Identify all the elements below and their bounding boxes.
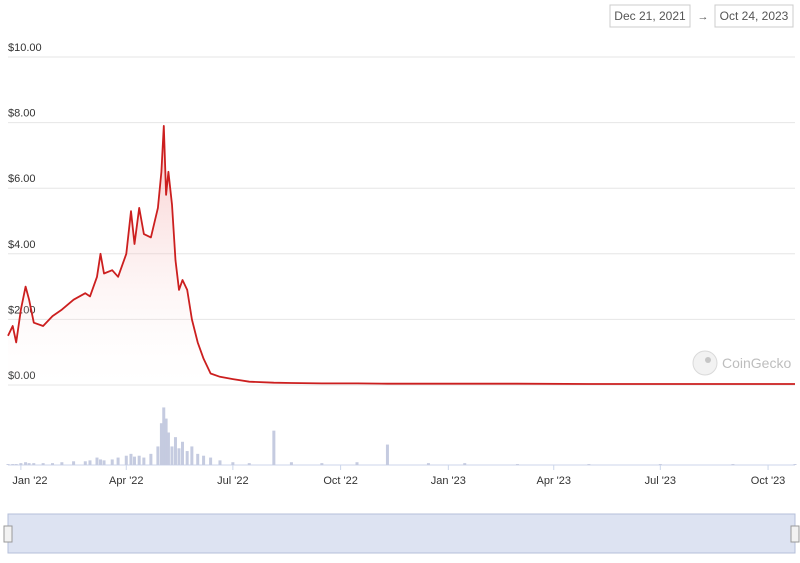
volume-bar [6, 464, 10, 465]
price-line [7, 125, 795, 385]
volume-bar [218, 460, 222, 465]
volume-bar [11, 464, 15, 465]
navigator[interactable] [7, 513, 796, 554]
volume-bar [72, 461, 76, 465]
volume-bar [142, 457, 146, 465]
range-to[interactable]: Oct 24, 2023 [720, 9, 789, 23]
x-tick-label: Jul '23 [645, 475, 676, 487]
volume-bar [173, 437, 177, 465]
volume-bar [170, 446, 174, 465]
y-tick-label: $6.00 [8, 173, 36, 185]
volume-bar [385, 444, 389, 465]
volume-bar [132, 456, 136, 465]
volume-bar [149, 453, 153, 465]
volume-bar [463, 463, 467, 465]
volume-bar [129, 453, 133, 465]
volume-bar [247, 463, 251, 465]
volume-bar [515, 464, 519, 465]
x-tick-label: Jan '22 [12, 475, 47, 487]
y-tick-label: $10.00 [8, 42, 42, 54]
range-from-box[interactable] [609, 4, 691, 28]
x-tick-label: Apr '22 [109, 475, 144, 487]
volume-bar [793, 464, 797, 465]
volume-bar [180, 441, 184, 465]
range-to-box[interactable] [714, 4, 794, 28]
volume-bar [426, 463, 430, 465]
x-tick-label: Oct '23 [751, 475, 786, 487]
volume-bar [24, 462, 28, 465]
volume-bar [209, 457, 213, 465]
volume-bar [124, 455, 128, 465]
watermark-text: CoinGecko [722, 355, 791, 371]
watermark: CoinGecko [692, 350, 791, 376]
volume-bar [99, 459, 103, 465]
x-tick-label: Apr '23 [536, 475, 571, 487]
volume-bar [137, 455, 141, 465]
volume-bar [88, 460, 92, 465]
x-tick-label: Jan '23 [431, 475, 466, 487]
volume-bar [320, 463, 324, 465]
volume-bar [41, 463, 45, 465]
volume-bar [110, 459, 114, 465]
x-tick-label: Oct '22 [323, 475, 358, 487]
x-tick-label: Jul '22 [217, 475, 248, 487]
volume-bar [355, 462, 359, 465]
volume-bar [587, 464, 591, 465]
volume-bar [159, 423, 163, 465]
volume-bar [185, 451, 189, 465]
volume-bar [177, 448, 181, 465]
volume-bar [60, 462, 64, 465]
volume-bar [116, 457, 120, 465]
range-arrow: → [698, 11, 709, 23]
y-tick-label: $4.00 [8, 239, 36, 251]
volume-bar [27, 463, 31, 465]
volume-bar [658, 464, 662, 465]
volume-bar [14, 464, 18, 465]
volume-bar [32, 463, 36, 465]
volume-bar [162, 407, 166, 465]
volume-bar [83, 461, 87, 465]
volume-bar [19, 463, 23, 465]
volume-bar [272, 430, 276, 465]
volume-bar [156, 446, 160, 465]
volume-bar [731, 464, 735, 465]
volume-bar [164, 418, 168, 465]
range-from[interactable]: Dec 21, 2021 [614, 9, 686, 23]
volume-bar [190, 446, 194, 465]
volume-bar [202, 455, 206, 465]
navigator-handle[interactable] [790, 525, 800, 543]
volume-bar [102, 460, 106, 465]
volume-bar [95, 457, 99, 465]
volume-bar [166, 432, 170, 465]
navigator-handle[interactable] [3, 525, 13, 543]
volume-bar [231, 462, 235, 465]
y-tick-label: $8.00 [8, 108, 36, 120]
volume-bar [196, 453, 200, 465]
price-area [8, 125, 795, 386]
volume-bar [289, 462, 293, 465]
volume-bar [51, 463, 55, 465]
